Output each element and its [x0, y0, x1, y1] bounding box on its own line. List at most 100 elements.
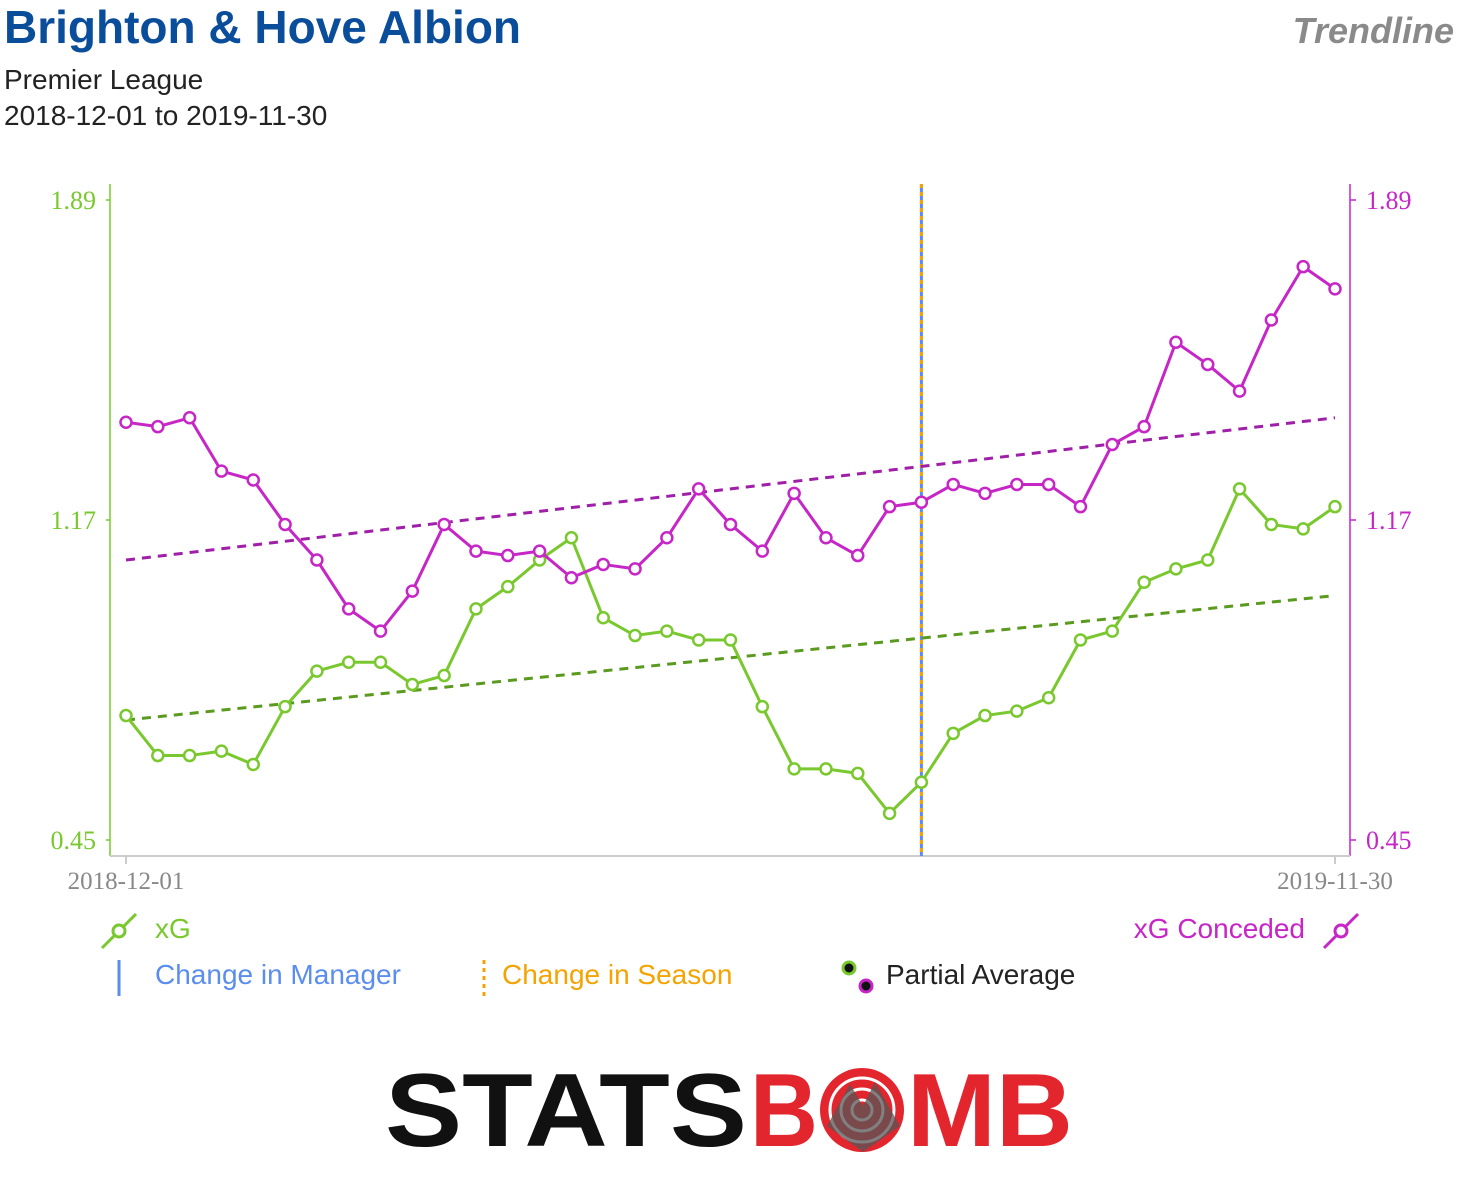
right-y-tick-label: 1.17: [1366, 506, 1412, 535]
xg-point: [1296, 522, 1310, 536]
xg-point: [1200, 553, 1215, 567]
left-y-tick-label: 1.17: [51, 506, 97, 535]
xg-point: [660, 624, 674, 638]
xg-point: [469, 602, 483, 616]
xg-point: [437, 668, 451, 683]
xg-point: [501, 579, 515, 594]
xg-point: [946, 726, 960, 741]
xg-conceded-point: [278, 517, 292, 532]
xg-point: [819, 762, 833, 776]
xg-point: [978, 708, 992, 723]
x-end-tick-label: 2019-11-30: [1277, 868, 1393, 895]
xg-conceded-point: [532, 544, 547, 558]
date-range-label: 2018-12-01 to 2019-11-30: [4, 100, 328, 131]
xg-conceded-point: [723, 517, 738, 532]
logo-part-mb: MB: [907, 1056, 1073, 1156]
xg-conceded-point: [246, 473, 261, 487]
xg-point: [1169, 562, 1183, 576]
xg-conceded-point: [660, 531, 674, 545]
trendline-chart: 0.45 0.45 1.17 1.17 1.89 1.89 2018-12-01 2019-1…: [51, 184, 1412, 895]
xg-point: [341, 655, 356, 669]
x-start-tick-label: 2018-12-01: [68, 868, 185, 895]
manager-legend-icon: [117, 960, 121, 996]
xg-conceded-point: [1041, 477, 1056, 492]
xg-conceded-point: [151, 419, 165, 434]
xg-point: [851, 766, 865, 781]
xg-conceded-point: [1200, 357, 1215, 372]
partial-average-icon: [841, 960, 874, 994]
xg-conceded-point: [946, 477, 960, 492]
xg-conceded-point: [1296, 259, 1310, 274]
statsbomb-logo: STATS B MB: [385, 1056, 1073, 1156]
xg-point: [182, 748, 197, 763]
xg-trend-line: [125, 594, 1336, 722]
xg-conceded-point: [1328, 282, 1342, 296]
xg-conceded-point: [978, 486, 992, 501]
xg-point: [596, 611, 610, 625]
partial-average-label: Partial Average: [886, 959, 1076, 990]
xg-point: [278, 699, 292, 714]
xg-conceded-point: [628, 562, 642, 576]
xg-conceded-legend-label: xG Conceded: [1133, 913, 1305, 944]
xg-conceded-point: [787, 486, 801, 501]
manager-legend-label: Change in Manager: [155, 959, 401, 990]
xg-conceded-point: [851, 548, 865, 563]
xg-point: [1105, 624, 1120, 638]
xg-point: [1073, 633, 1088, 647]
xg-conceded-point: [596, 557, 610, 572]
xg-point: [246, 757, 261, 772]
right-y-tick-label: 1.89: [1366, 186, 1412, 215]
xg-conceded-point: [405, 584, 420, 598]
xg-conceded-point: [1169, 335, 1183, 349]
xg-point: [1264, 517, 1279, 532]
xg-point: [564, 531, 579, 545]
xg-point: [151, 748, 165, 763]
xg-point: [373, 655, 388, 669]
xg-conceded-point: [437, 517, 451, 532]
xg-point: [405, 677, 420, 692]
xg-conceded-point: [1232, 384, 1247, 398]
xg-conceded-point: [1105, 437, 1120, 452]
xg-point: [1137, 575, 1151, 589]
xg-conceded-series-line: [125, 265, 1336, 633]
xg-conceded-point: [1137, 419, 1151, 434]
xg-conceded-point: [1264, 313, 1279, 327]
xg-conceded-point: [119, 415, 133, 429]
xg-point: [691, 633, 706, 647]
xg-conceded-point: [1010, 477, 1024, 492]
xg-legend-icon: [100, 912, 138, 950]
xg-conceded-point: [819, 531, 833, 545]
xg-conceded-point: [914, 495, 929, 509]
competition-label: Premier League: [4, 64, 204, 95]
xg-point: [214, 744, 229, 758]
trendline-badge: Trendline: [1292, 10, 1454, 51]
xg-point: [119, 708, 133, 723]
xg-conceded-point: [182, 411, 197, 425]
right-y-tick-label: 0.45: [1366, 826, 1412, 855]
xg-point: [755, 699, 770, 714]
xg-legend-label: xG: [155, 913, 191, 944]
xg-conceded-point: [501, 548, 515, 563]
xg-conceded-point: [755, 544, 770, 558]
left-y-tick-label: 0.45: [51, 826, 97, 855]
season-legend-icon: [482, 960, 486, 996]
season-legend-label: Change in Season: [502, 959, 733, 990]
xg-point: [1232, 482, 1247, 496]
left-y-tick-label: 1.89: [51, 186, 97, 215]
xg-conceded-point: [564, 571, 579, 585]
xg-conceded-point: [341, 602, 356, 616]
xg-conceded-point: [469, 544, 483, 558]
xg-point: [914, 775, 929, 789]
xg-conceded-point: [214, 464, 229, 478]
xg-point: [628, 628, 642, 643]
xg-conceded-legend-icon: [1322, 912, 1360, 950]
xg-point: [1328, 499, 1342, 514]
xg-conceded-point: [691, 482, 706, 496]
xg-conceded-point: [882, 499, 897, 514]
xg-conceded-point: [310, 553, 324, 567]
logo-part-b: B: [750, 1056, 818, 1156]
xg-conceded-point: [373, 624, 388, 638]
xg-point: [1041, 691, 1056, 705]
xg-point: [723, 633, 738, 647]
xg-point: [882, 806, 897, 821]
